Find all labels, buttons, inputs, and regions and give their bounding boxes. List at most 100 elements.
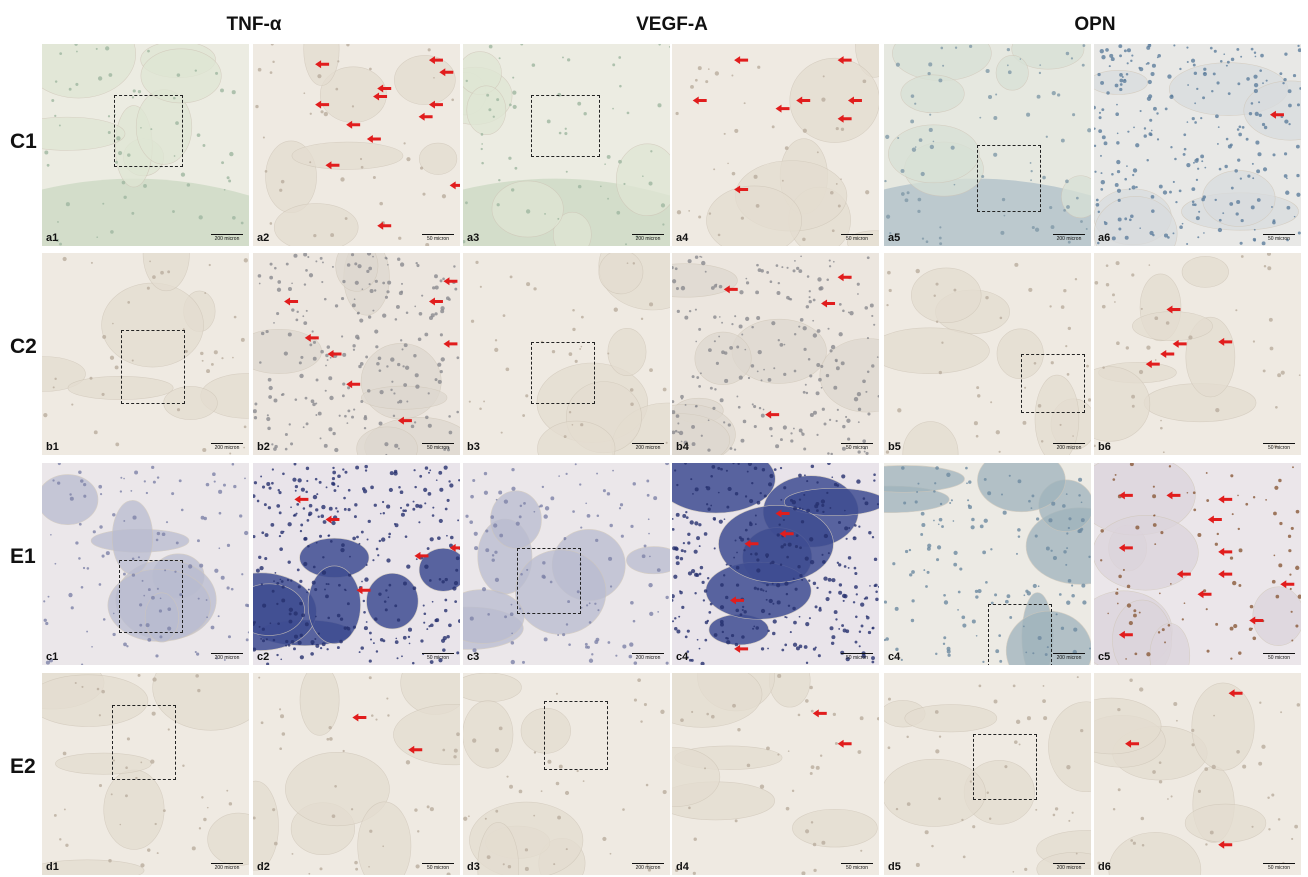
cell [276, 504, 281, 508]
cell [1101, 135, 1106, 140]
cell [1086, 364, 1089, 368]
cell [806, 275, 810, 278]
cell [315, 260, 318, 263]
cell [908, 548, 912, 552]
cell [690, 569, 696, 574]
cell [926, 546, 931, 551]
cell [1183, 147, 1187, 151]
cell [54, 80, 58, 83]
cell [218, 489, 223, 494]
cell [718, 519, 723, 524]
cell [336, 510, 339, 513]
panel-b5: b5 200 micron [884, 253, 1091, 455]
cell [866, 256, 870, 260]
cell [432, 286, 436, 290]
cell [698, 572, 702, 576]
cell [986, 791, 989, 794]
cell [524, 848, 529, 852]
cell [448, 623, 452, 628]
cell [857, 750, 862, 754]
cell [1112, 293, 1115, 297]
cell [195, 674, 199, 678]
cell [394, 604, 398, 608]
tissue-region [42, 44, 137, 99]
cell [268, 395, 272, 399]
cell [323, 111, 328, 117]
tissue-region [394, 55, 456, 105]
cell [900, 168, 905, 173]
cell [841, 593, 847, 599]
cell [1119, 78, 1124, 83]
cell [318, 534, 323, 538]
cell [1260, 53, 1264, 58]
red-arrow-marker [734, 56, 749, 65]
panel-d2: d2 50 micron [253, 673, 460, 875]
cell [1115, 261, 1120, 266]
cell [694, 308, 697, 311]
tissue-region [1191, 682, 1255, 771]
cell [314, 477, 318, 481]
cell [816, 363, 821, 367]
cell [1042, 175, 1046, 180]
cell [271, 589, 275, 593]
cell [1296, 173, 1300, 178]
cell [1250, 47, 1254, 51]
micrograph-c2 [253, 463, 460, 665]
cell [328, 376, 333, 381]
cell [440, 309, 445, 314]
cell [1051, 501, 1056, 506]
cell [1181, 618, 1184, 621]
column-title-0: TNF-α [226, 14, 282, 35]
cell [717, 233, 721, 237]
cell [388, 583, 392, 587]
cell [572, 308, 575, 312]
cell [137, 673, 141, 677]
scale-bar-line [422, 653, 454, 654]
cell [1230, 657, 1233, 660]
scale-bar: 200 micron [211, 443, 243, 451]
cell [1284, 119, 1289, 124]
cell [1147, 44, 1152, 48]
cell [688, 209, 691, 212]
cell [993, 699, 998, 704]
cell [1295, 509, 1300, 514]
cell [509, 612, 514, 617]
cell [1156, 112, 1159, 115]
cell [1235, 309, 1238, 312]
cell [971, 517, 975, 522]
cell [1197, 789, 1202, 793]
cell [69, 493, 72, 496]
cell [1094, 280, 1099, 285]
cell [314, 637, 317, 640]
cell [1250, 205, 1255, 210]
cell [112, 632, 116, 637]
cell [377, 356, 382, 361]
cell [895, 807, 899, 811]
cell [424, 466, 429, 470]
cell [1215, 114, 1219, 119]
tissue-region [490, 490, 542, 549]
cell [564, 790, 570, 796]
cell [327, 534, 331, 537]
cell [694, 592, 697, 595]
cell [816, 481, 819, 484]
cell [431, 514, 435, 517]
cell [218, 511, 222, 515]
cell [1146, 345, 1151, 350]
cell [342, 382, 346, 386]
cell [586, 604, 589, 607]
cell [258, 676, 261, 679]
cell [841, 446, 846, 451]
cell [790, 439, 794, 443]
tissue-region [418, 142, 458, 175]
cell [431, 600, 434, 603]
cell [934, 482, 937, 485]
cell [942, 64, 945, 67]
cell [877, 585, 879, 588]
red-arrow-marker [775, 104, 790, 113]
cell [804, 383, 807, 386]
cell [205, 599, 208, 601]
cell [354, 280, 359, 285]
cell [1074, 278, 1078, 281]
cell [835, 126, 839, 131]
